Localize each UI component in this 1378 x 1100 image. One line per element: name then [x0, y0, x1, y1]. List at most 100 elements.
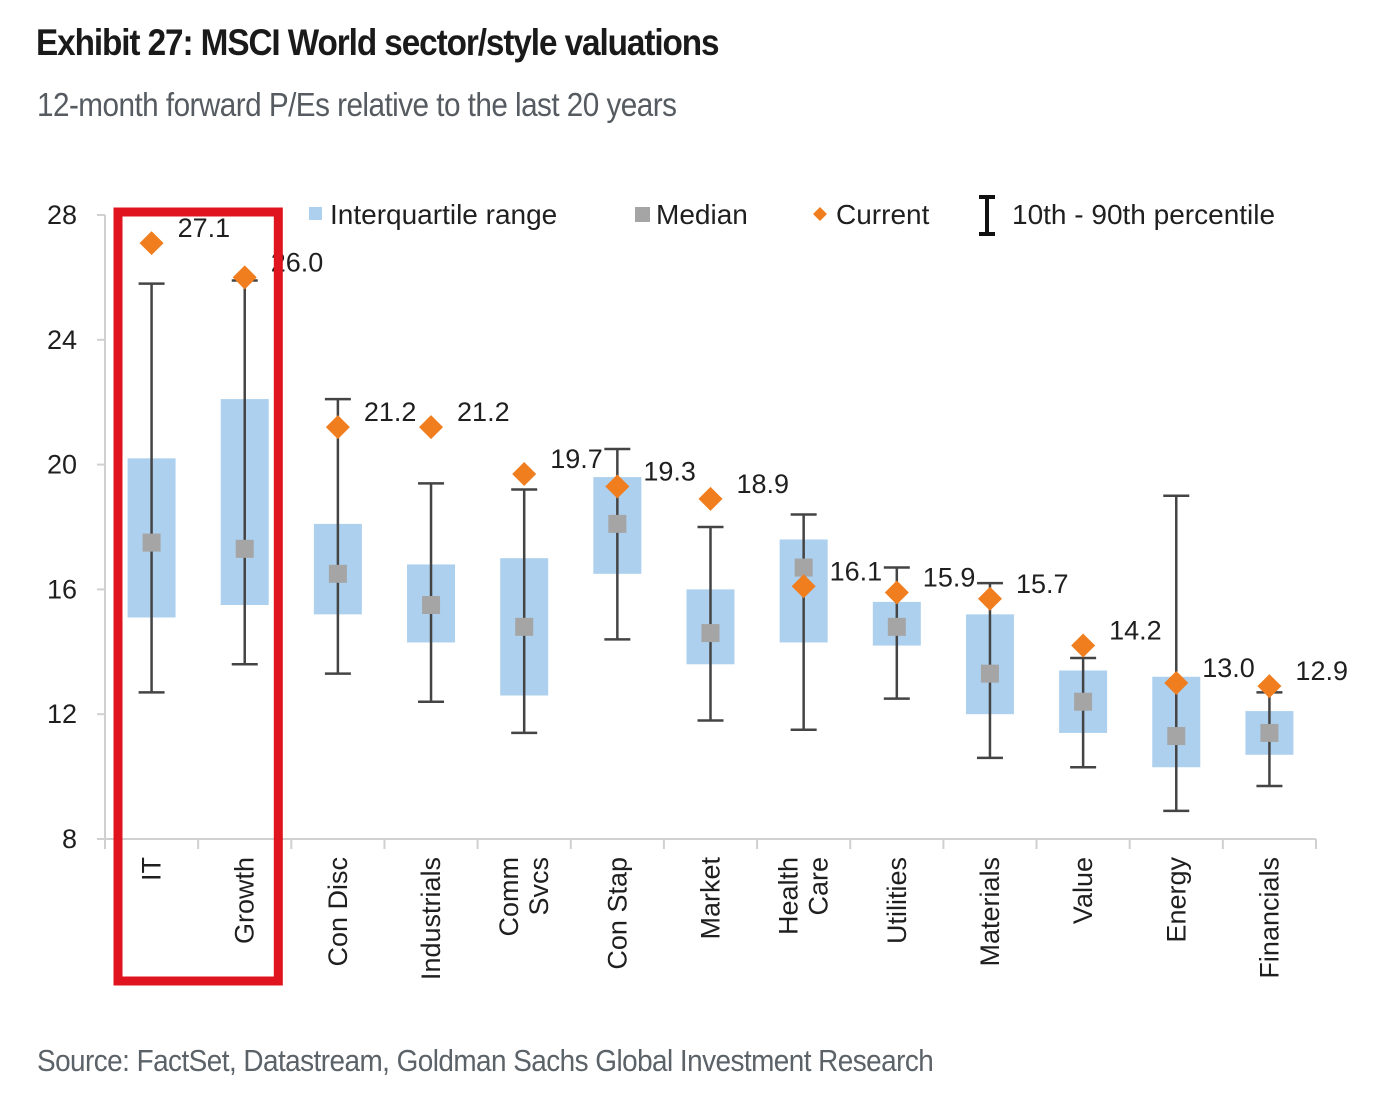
- y-tick-label: 8: [62, 824, 77, 854]
- current-value-label: 21.2: [457, 397, 510, 427]
- current-marker: [1164, 671, 1189, 695]
- category-group: 21.2: [407, 397, 510, 703]
- current-value-label: 14.2: [1109, 616, 1162, 646]
- median-marker: [515, 617, 534, 636]
- x-category-label-line: Market: [696, 857, 726, 940]
- highlight-box: [113, 207, 283, 986]
- median-marker: [980, 664, 999, 683]
- median-marker: [422, 596, 441, 614]
- legend-median-label: Median: [656, 199, 748, 230]
- median-marker: [608, 514, 627, 533]
- current-value-label: 18.9: [737, 469, 790, 499]
- x-category-label: Value: [1068, 857, 1098, 924]
- legend-current-swatch: [813, 207, 827, 221]
- category-group: 15.7: [965, 569, 1069, 760]
- median-marker: [1260, 723, 1279, 742]
- x-category-label-line: Health: [774, 857, 804, 935]
- legend-percentile-label: 10th - 90th percentile: [1012, 199, 1275, 230]
- x-category-label-line: Utilities: [882, 857, 912, 944]
- median-marker: [701, 624, 720, 643]
- median-marker: [235, 539, 254, 558]
- x-category-label: Health Care: [774, 857, 834, 935]
- current-marker: [605, 474, 630, 499]
- category-group: 15.9: [872, 563, 976, 700]
- current-marker: [512, 461, 537, 486]
- current-marker: [1257, 674, 1282, 699]
- chart-subtitle: 12-month forward P/Es relative to the la…: [37, 86, 677, 123]
- legend-current-label: Current: [836, 199, 930, 230]
- median-marker: [794, 558, 813, 577]
- chart-marks: 27.1 26.0 21.2 21.2 19.7 19.3 18.9 16.1 15.9 15.7…: [127, 213, 1348, 813]
- x-category-label: Growth: [230, 857, 260, 944]
- current-marker: [419, 415, 444, 440]
- category-group: 26.0: [220, 247, 323, 666]
- chart-title: Exhibit 27: MSCI World sector/style valu…: [36, 22, 720, 63]
- median-marker: [1074, 692, 1093, 711]
- legend: Interquartile range Median Current 10th - 9…: [309, 195, 1275, 236]
- axes: 8 12 16 20 24 28 IT Growth Con Disc Industrials Co…: [47, 200, 1317, 980]
- legend-iqr-swatch: [309, 207, 322, 220]
- x-category-label: Financials: [1254, 857, 1284, 979]
- category-group: 21.2: [313, 397, 417, 675]
- category-group: 19.7: [500, 444, 603, 735]
- x-category-label: Utilities: [882, 857, 912, 944]
- x-category-label: Energy: [1161, 857, 1191, 943]
- current-marker: [232, 265, 257, 290]
- category-group: 27.1: [127, 213, 231, 694]
- current-value-label: 15.9: [923, 563, 976, 593]
- x-category-label: Con Stap: [602, 857, 632, 970]
- x-category-label: Market: [696, 857, 726, 940]
- x-category-label-line: Financials: [1254, 857, 1284, 979]
- current-marker: [698, 486, 723, 511]
- current-marker: [791, 574, 816, 599]
- source-note: Source: FactSet, Datastream, Goldman Sac…: [37, 1043, 934, 1078]
- current-value-label: 15.7: [1016, 569, 1069, 599]
- highlight-box-group: [113, 207, 283, 986]
- current-value-label: 19.3: [643, 456, 696, 486]
- x-category-label-line: Growth: [230, 857, 260, 944]
- current-marker: [1071, 633, 1096, 658]
- median-marker: [1167, 727, 1186, 746]
- x-category-label-line: Svcs: [524, 857, 554, 916]
- current-marker: [139, 231, 164, 256]
- x-category-label-line: Con Stap: [602, 857, 632, 970]
- current-value-label: 27.1: [178, 213, 231, 243]
- current-value-label: 21.2: [364, 397, 417, 427]
- y-tick-label: 28: [47, 200, 77, 230]
- current-value-label: 16.1: [830, 556, 883, 586]
- current-value-label: 19.7: [550, 444, 603, 474]
- median-marker: [887, 617, 906, 636]
- y-tick-label: 20: [47, 450, 77, 480]
- y-tick-label: 12: [47, 699, 77, 729]
- x-category-label-line: Materials: [975, 857, 1005, 967]
- category-group: 13.0: [1152, 494, 1255, 813]
- y-tick-label: 16: [47, 574, 77, 604]
- x-category-label-line: Care: [804, 857, 834, 916]
- x-category-label: IT: [137, 857, 167, 881]
- x-category-label-line: Industrials: [416, 857, 446, 980]
- category-group: 12.9: [1245, 656, 1348, 788]
- category-group: 19.3: [593, 447, 696, 641]
- legend-median-swatch: [635, 207, 650, 222]
- legend-iqr-label: Interquartile range: [330, 199, 557, 230]
- current-marker: [884, 580, 909, 605]
- x-category-label: Materials: [975, 857, 1005, 967]
- x-category-label-line: Value: [1068, 857, 1098, 924]
- x-category-label-line: Comm: [494, 857, 524, 937]
- x-category-label-line: Con Disc: [323, 857, 353, 967]
- current-marker: [977, 586, 1002, 611]
- median-marker: [328, 564, 347, 583]
- x-category-label: Con Disc: [323, 857, 353, 967]
- y-tick-label: 24: [47, 325, 77, 355]
- category-group: 14.2: [1059, 616, 1162, 769]
- x-category-label-line: Energy: [1161, 857, 1191, 943]
- x-category-label: Industrials: [416, 857, 446, 980]
- x-category-label: Comm Svcs: [494, 857, 554, 937]
- current-marker: [325, 415, 350, 440]
- category-group: 16.1: [779, 513, 883, 732]
- legend-percentile-swatch: [979, 195, 995, 236]
- median-marker: [142, 533, 161, 552]
- x-category-label-line: IT: [137, 857, 167, 881]
- category-group: 18.9: [686, 469, 790, 722]
